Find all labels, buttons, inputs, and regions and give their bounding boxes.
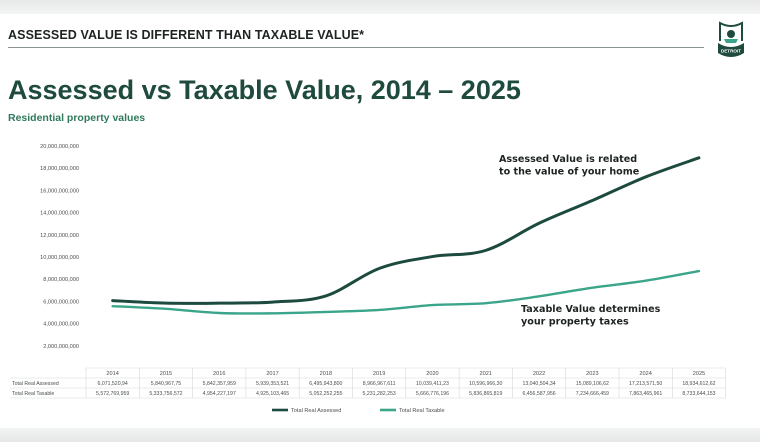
x-tick-label: 2021 xyxy=(480,371,492,377)
table-row-header: Total Real Assessed xyxy=(12,381,59,387)
y-tick-label: 20,000,000,000 xyxy=(40,144,79,150)
y-tick-label: 16,000,000,000 xyxy=(40,188,79,194)
data-table-grid xyxy=(10,367,726,399)
legend-label: Total Real Taxable xyxy=(399,408,445,414)
table-cell: 17,213,571,50 xyxy=(629,381,662,387)
table-cell: 13,040,504,34 xyxy=(522,381,555,387)
y-tick-label: 6,000,000,000 xyxy=(43,299,79,305)
x-tick-label: 2020 xyxy=(426,371,438,377)
y-tick-label: 14,000,000,000 xyxy=(40,211,79,217)
table-cell: 6,071,520,94 xyxy=(98,381,128,387)
series-lines xyxy=(111,156,701,315)
table-cell: 5,333,756,572 xyxy=(149,391,182,397)
bottom-strip xyxy=(0,428,760,442)
x-tick-label: 2025 xyxy=(693,371,705,377)
legend: Total Real Assessed Total Real Taxable xyxy=(272,408,445,414)
x-tick-label: 2018 xyxy=(320,371,332,377)
header-title: ASSESSED VALUE IS DIFFERENT THAN TAXABLE… xyxy=(8,28,365,42)
x-tick-label: 2014 xyxy=(106,371,118,377)
table-cell: 4,925,103,465 xyxy=(256,391,289,397)
table-cell: 8,733,644,153 xyxy=(682,391,715,397)
table-cell: 10,596,966,30 xyxy=(469,381,502,387)
table-cell: 5,836,865,819 xyxy=(469,391,502,397)
annotation-text: Taxable Value determines xyxy=(521,304,661,315)
table-cell: 5,572,769,959 xyxy=(96,391,129,397)
header-divider xyxy=(8,47,704,48)
table-cell: 15,089,106,62 xyxy=(576,381,609,387)
table-cell: 6,456,587,956 xyxy=(522,391,555,397)
table-cell: 5,939,353,521 xyxy=(256,381,289,387)
annotations: Assessed Value is related to the value of… xyxy=(499,154,661,328)
series-line-total-real-taxable xyxy=(111,269,701,315)
table-cell: 5,840,967,75 xyxy=(151,381,181,387)
x-tick-label: 2024 xyxy=(639,371,651,377)
y-tick-label: 18,000,000,000 xyxy=(40,166,79,172)
y-tick-label: 10,000,000,000 xyxy=(40,255,79,261)
annotation-text: Assessed Value is related xyxy=(499,154,637,165)
series-line-total-real-assessed xyxy=(111,156,701,305)
table-cell: 5,231,282,253 xyxy=(363,391,396,397)
table-cell: 5,842,357,959 xyxy=(203,381,236,387)
logo-text: DETROIT xyxy=(721,49,741,54)
table-row-header: Total Real Taxable xyxy=(12,391,54,397)
table-cell: 5,052,252,255 xyxy=(309,391,342,397)
x-tick-label: 2016 xyxy=(213,371,225,377)
table-cell: 10,039,411,23 xyxy=(416,381,449,387)
y-tick-label: 4,000,000,000 xyxy=(43,322,79,328)
y-tick-label: 2,000,000,000 xyxy=(43,344,79,350)
table-cell: 6,495,943,800 xyxy=(309,381,342,387)
data-table: 2014 2015 2016 2017 2018 2019 2020 2021 2022 2023… xyxy=(12,371,716,397)
annotation-text: your property taxes xyxy=(521,317,629,328)
x-tick-label: 2019 xyxy=(373,371,385,377)
chart-subtitle: Residential property values xyxy=(8,112,146,124)
table-cell: 18,934,612,62 xyxy=(682,381,715,387)
chart-title: Assessed vs Taxable Value, 2014 – 2025 xyxy=(8,75,521,105)
x-tick-label: 2022 xyxy=(533,371,545,377)
table-cell: 5,666,776,196 xyxy=(416,391,449,397)
top-strip xyxy=(0,0,760,14)
y-tick-label: 8,000,000,000 xyxy=(43,277,79,283)
table-cell: 7,863,465,961 xyxy=(629,391,662,397)
annotation-text: to the value of your home xyxy=(499,167,640,178)
legend-label: Total Real Assessed xyxy=(291,408,341,414)
city-detroit-seal-icon: DETROIT xyxy=(712,19,750,61)
table-cell: 8,966,967,611 xyxy=(363,381,396,387)
x-tick-label: 2017 xyxy=(266,371,278,377)
y-tick-label: 12,000,000,000 xyxy=(40,233,79,239)
table-cell: 7,234,666,459 xyxy=(576,391,609,397)
y-axis: 2,000,000,000 4,000,000,000 6,000,000,000 8… xyxy=(40,144,79,350)
table-cell: 4,954,227,197 xyxy=(203,391,236,397)
x-tick-label: 2023 xyxy=(586,371,598,377)
x-tick-label: 2015 xyxy=(160,371,172,377)
